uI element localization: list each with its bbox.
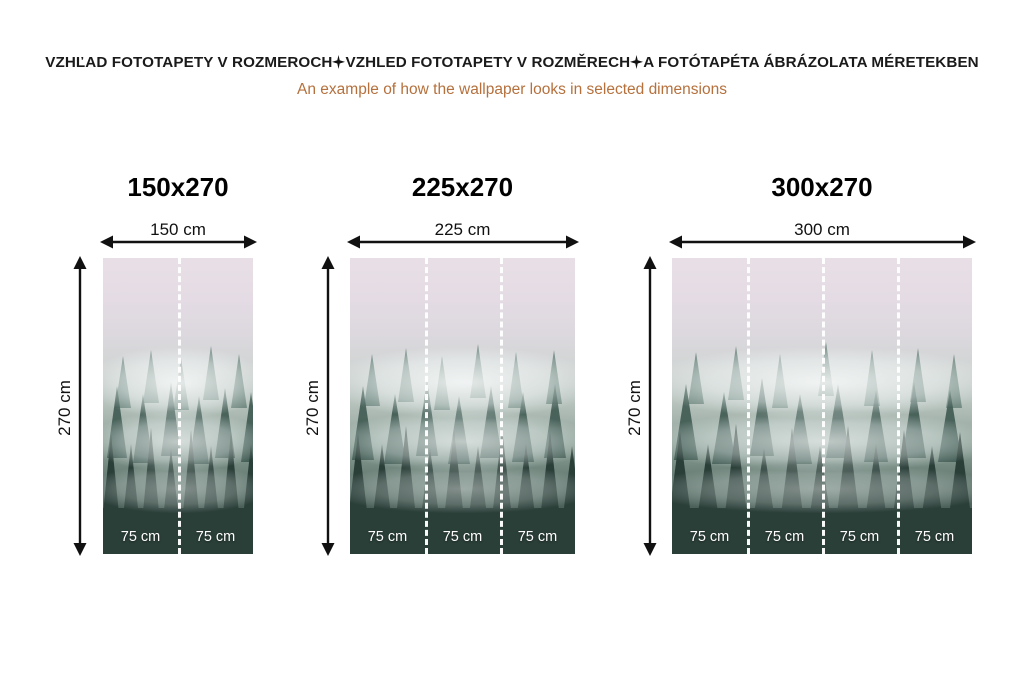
sparkle-icon — [332, 55, 346, 69]
sparkle-icon — [630, 55, 644, 69]
wallpaper-preview: 75 cm 75 cm 75 cm 75 cm — [672, 258, 972, 554]
panel-height-label: 270 cm — [625, 380, 644, 436]
panel-seam-line — [897, 258, 900, 554]
height-arrow-icon — [642, 256, 658, 561]
panel-width-label: 225 cm — [434, 220, 491, 239]
segment-label: 75 cm — [764, 529, 805, 545]
title-segment-hu: A FOTÓTAPÉTA ÁBRÁZOLATA MÉRETEKBEN — [643, 54, 979, 71]
height-arrow-icon — [72, 256, 88, 561]
segment-label: 75 cm — [689, 529, 730, 545]
panel-title: 150x270 — [127, 172, 229, 202]
panel-seam-line — [747, 258, 750, 554]
wallpaper-preview: 75 cm 75 cm — [103, 258, 253, 554]
segment-label: 75 cm — [517, 529, 558, 545]
width-arrow-icon — [347, 234, 579, 255]
page-subtitle: An example of how the wallpaper looks in… — [297, 81, 727, 98]
wallpaper-art — [350, 258, 575, 554]
page-title: VZHĽAD FOTOTAPETY V ROZMEROCH VZHLED FOTO… — [0, 54, 1024, 71]
segment-label: 75 cm — [914, 529, 955, 545]
segment-label: 75 cm — [442, 529, 483, 545]
panel-width-label: 150 cm — [150, 220, 206, 239]
panel-height-label: 270 cm — [303, 380, 322, 436]
panel-seam-line — [178, 258, 181, 554]
wallpaper-preview: 75 cm 75 cm 75 cm — [350, 258, 575, 554]
title-segment-cz: VZHLED FOTOTAPETY V ROZMĚRECH — [345, 54, 631, 71]
panel-title: 300x270 — [771, 172, 873, 202]
width-arrow-icon — [100, 234, 257, 255]
forest-silhouette — [350, 258, 575, 554]
segment-label: 75 cm — [120, 529, 161, 545]
panel-seam-line — [499, 258, 503, 554]
segment-label: 75 cm — [839, 529, 880, 545]
segment-label: 75 cm — [195, 529, 236, 545]
width-arrow-icon — [669, 234, 976, 255]
panel-seam-line — [822, 258, 825, 554]
panel-height-label: 270 cm — [55, 380, 74, 436]
title-segment-sk: VZHĽAD FOTOTAPETY V ROZMEROCH — [45, 54, 333, 71]
panel-width-label: 300 cm — [794, 220, 850, 239]
panel-seam-line — [424, 258, 428, 554]
height-arrow-icon — [320, 256, 336, 561]
segment-label: 75 cm — [367, 529, 408, 545]
panel-title: 225x270 — [411, 172, 514, 202]
